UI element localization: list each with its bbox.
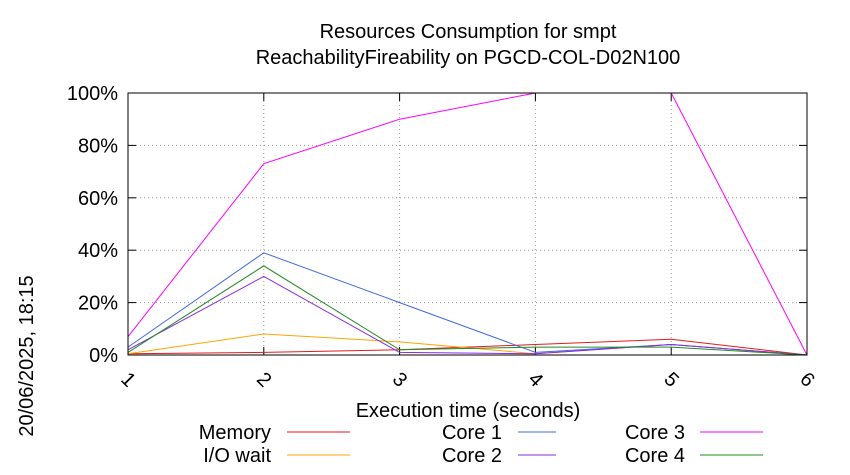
legend-label: Core 3	[625, 422, 685, 444]
timestamp-label: 20/06/2025, 18:15	[16, 275, 38, 436]
series-line-core-2	[127, 275, 808, 356]
legend-label: Core 1	[442, 422, 502, 444]
x-tick-label: 2	[252, 368, 275, 391]
y-tick-label: 40%	[78, 240, 118, 262]
x-tick-label: 6	[795, 368, 818, 391]
series-lines	[127, 92, 808, 356]
y-tick-label: 0%	[89, 345, 118, 367]
y-tick-label: 20%	[78, 293, 118, 315]
series-line-i-o-wait	[127, 333, 808, 356]
series-line-core-4	[127, 265, 808, 356]
y-tick-label: 100%	[67, 83, 118, 105]
chart-title: Resources Consumption for smpt	[320, 21, 617, 43]
legend-label: I/O wait	[203, 445, 271, 467]
legend-label: Memory	[199, 422, 271, 444]
series-line-core-3	[127, 92, 808, 356]
plot-frame	[127, 92, 808, 356]
x-tick-label: 5	[659, 368, 682, 391]
series-line-memory	[127, 338, 808, 356]
x-tick-label: 3	[388, 368, 411, 391]
x-tick-label: 4	[524, 368, 547, 391]
y-axis: 0% 20% 40% 60% 80% 100%	[67, 83, 807, 367]
legend-label: Core 4	[625, 445, 685, 467]
grid-lines	[127, 92, 808, 356]
legend-label: Core 2	[442, 445, 502, 467]
x-axis-label: Execution time (seconds)	[356, 400, 581, 422]
x-tick-label: 1	[116, 368, 139, 391]
series-line-core-1	[127, 252, 808, 356]
y-tick-label: 60%	[78, 188, 118, 210]
chart-subtitle: ReachabilityFireability on PGCD-COL-D02N…	[256, 47, 681, 69]
y-tick-label: 80%	[78, 135, 118, 157]
